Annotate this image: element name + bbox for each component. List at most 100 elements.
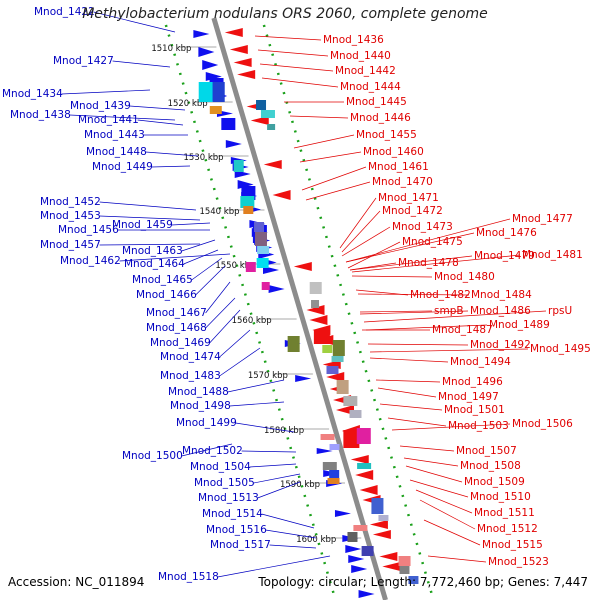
left-label-connector xyxy=(171,222,211,226)
reverse-gene-arrow xyxy=(233,58,252,67)
right-gene-label: Mnod_1508 xyxy=(460,460,521,472)
left-label-connector xyxy=(261,513,315,529)
left-gene-label: Mnod_1516 xyxy=(206,524,267,536)
left-label-connector xyxy=(151,165,191,168)
scale-label: 1510 kbp xyxy=(151,44,191,54)
left-label-connector xyxy=(181,443,233,457)
right-label-connector xyxy=(423,519,481,546)
right-label-connector xyxy=(289,115,349,119)
left-gene-label: Mnod_1513 xyxy=(198,492,259,504)
reverse-gene-arrow xyxy=(309,315,328,325)
right-label-connector xyxy=(403,457,459,467)
reverse-gene-arrow xyxy=(272,190,291,200)
right-gene-label: Mnod_1496 xyxy=(442,376,503,388)
forward-gene-arrow xyxy=(295,375,312,382)
right-gene-label: Mnod_1497 xyxy=(438,391,499,403)
right-label-connector xyxy=(341,210,381,253)
reverse-gene-arrow xyxy=(326,372,345,382)
gene-block xyxy=(331,356,344,362)
left-gene-label: Mnod_1517 xyxy=(210,539,271,551)
gene-block xyxy=(329,470,340,480)
left-label-connector xyxy=(265,529,317,539)
forward-gene-arrow xyxy=(193,30,210,38)
right-label-connector xyxy=(369,357,449,363)
right-label-connector xyxy=(349,255,473,271)
right-label-connector xyxy=(379,403,443,411)
reverse-gene-arrow xyxy=(237,70,256,79)
right-gene-label: Mnod_1471 xyxy=(378,192,439,204)
gene-block xyxy=(349,410,362,418)
left-gene-label: Mnod_1456 xyxy=(58,224,119,236)
right-gene-label: Mnod_1475 xyxy=(402,236,463,248)
gene-block xyxy=(243,206,254,214)
genome-axis xyxy=(211,17,388,601)
right-label-connector xyxy=(359,310,433,313)
right-label-connector xyxy=(363,310,547,323)
right-gene-label: smpB xyxy=(434,305,464,317)
gene-block xyxy=(327,478,340,484)
gene-block xyxy=(287,336,300,352)
left-label-connector xyxy=(137,119,184,126)
right-gene-label: Mnod_1523 xyxy=(488,556,549,568)
gene-block xyxy=(212,82,225,102)
right-label-connector xyxy=(259,63,334,72)
gene-block xyxy=(233,160,244,172)
gene-block xyxy=(320,434,335,440)
gene-block xyxy=(357,463,372,469)
reverse-gene-arrow xyxy=(306,305,325,315)
right-label-connector xyxy=(349,262,397,271)
left-label-connector xyxy=(145,151,199,157)
left-label-connector xyxy=(217,555,331,578)
left-label-connector xyxy=(235,422,295,433)
right-label-connector xyxy=(357,293,470,296)
right-label-connector xyxy=(427,555,487,563)
left-label-connector xyxy=(195,265,226,296)
left-gene-label: Mnod_1488 xyxy=(168,386,229,398)
gene-block xyxy=(240,196,255,208)
right-label-connector xyxy=(345,218,511,263)
right-label-connector xyxy=(367,343,469,346)
reverse-gene-arrow xyxy=(229,45,248,54)
right-gene-label: Mnod_1489 xyxy=(489,319,550,331)
gene-block xyxy=(254,222,265,232)
forward-gene-arrow xyxy=(345,545,362,553)
gene-block xyxy=(209,106,222,114)
gene-block xyxy=(309,282,322,294)
forward-gene-arrow xyxy=(202,60,219,70)
left-gene-label: Mnod_1518 xyxy=(158,571,219,583)
left-gene-label: Mnod_1465 xyxy=(132,274,193,286)
right-label-connector xyxy=(351,275,433,278)
right-label-connector xyxy=(369,348,529,353)
forward-gene-arrow xyxy=(198,47,215,57)
gene-block xyxy=(267,124,276,130)
left-gene-label: Mnod_1449 xyxy=(92,161,153,173)
forward-gene-arrow xyxy=(225,140,242,148)
gene-block xyxy=(326,366,339,374)
forward-gene-arrow xyxy=(351,565,368,573)
left-gene-label: Mnod_1464 xyxy=(124,258,185,270)
forward-gene-arrow xyxy=(316,448,333,454)
scale-label: 1550 kbp xyxy=(215,261,255,271)
left-gene-label: Mnod_1498 xyxy=(170,400,231,412)
gene-block xyxy=(322,462,337,470)
left-gene-label: Mnod_1468 xyxy=(146,322,207,334)
gene-block xyxy=(378,515,389,521)
left-label-connector xyxy=(205,281,231,314)
accession-label: Accession: NC_011894 xyxy=(8,575,145,589)
right-gene-label: rpsU xyxy=(548,305,572,317)
right-label-connector xyxy=(305,181,371,201)
right-label-connector xyxy=(359,310,469,315)
gene-block xyxy=(260,110,275,118)
reverse-gene-arrow xyxy=(355,470,374,480)
forward-gene-block xyxy=(221,118,236,130)
left-label-connector xyxy=(269,544,317,549)
gene-block xyxy=(332,340,345,356)
gene-block xyxy=(398,556,411,566)
left-gene-label: Mnod_1504 xyxy=(190,461,251,473)
left-gene-label: Mnod_1427 xyxy=(53,55,114,67)
left-gene-label: Mnod_1463 xyxy=(122,245,183,257)
gene-block xyxy=(257,246,270,254)
gene-block xyxy=(329,444,340,450)
left-gene-label: Mnod_1469 xyxy=(150,337,211,349)
